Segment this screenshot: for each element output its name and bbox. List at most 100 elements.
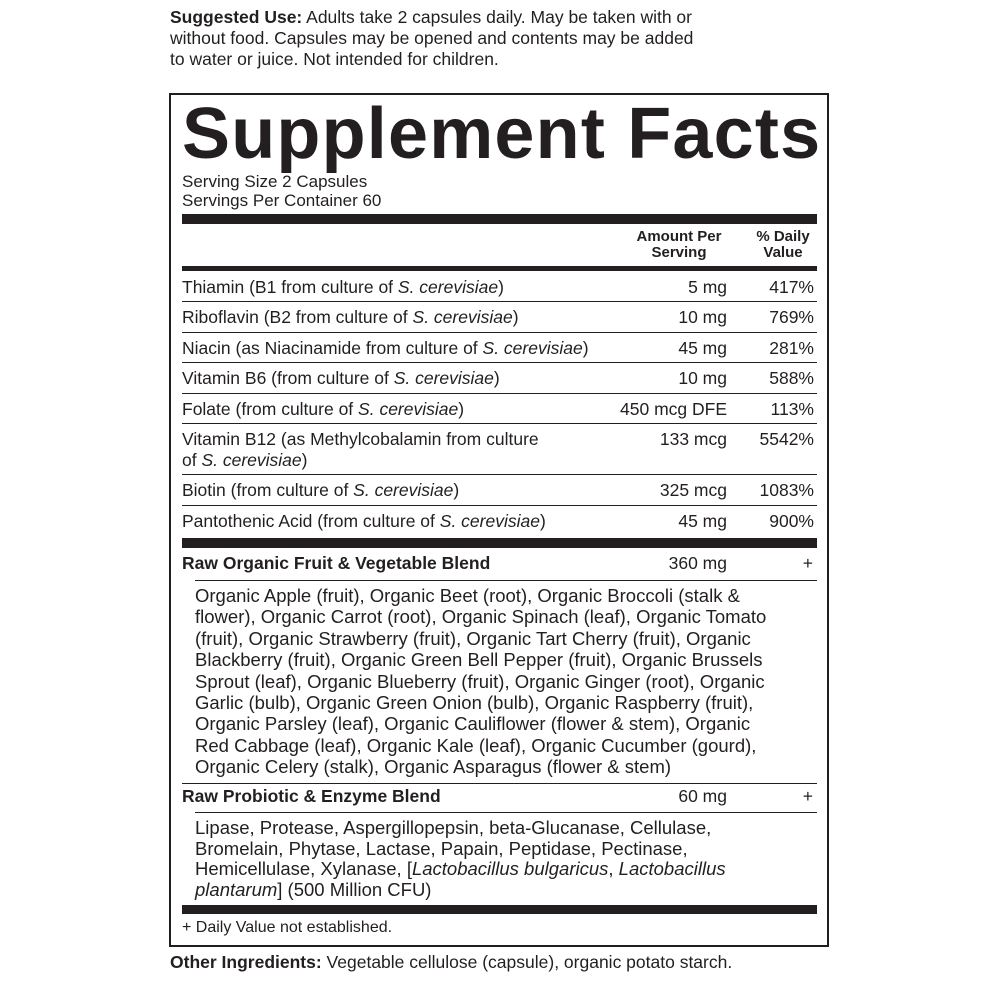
nutrient-name-text: Biotin (from culture of <box>182 480 354 500</box>
nutrient-name-text: Thiamin (B1 from culture of <box>182 277 398 297</box>
nutrient-amount: 10 mg <box>678 307 727 327</box>
ingredient-line: Bromelain, Phytase, Lactase, Papain, Pep… <box>195 837 820 860</box>
panel-title: Supplement Facts <box>182 94 822 174</box>
thick-divider <box>182 538 817 548</box>
ingredient-line: Organic Celery (stalk), Organic Asparagu… <box>195 756 672 778</box>
organism-name: S. cerevisiae <box>439 511 540 531</box>
nutrient-amount: 450 mcg DFE <box>620 399 727 419</box>
organism-name: S. cerevisiae <box>393 368 494 388</box>
probiotic-blend-ingredients: Lipase, Protease, Aspergillopepsin, beta… <box>195 817 820 901</box>
nutrient-name-text: ) <box>582 338 589 358</box>
blend-name: Raw Probiotic & Enzyme Blend <box>182 786 441 806</box>
ingredient-line: Garlic (bulb), Organic Green Onion (bulb… <box>195 692 754 714</box>
ingredient-line: flower), Organic Carrot (root), Organic … <box>195 606 767 628</box>
nutrient-name: Pantothenic Acid (from culture of S. cer… <box>182 511 546 532</box>
nutrient-name-text: ) <box>512 307 519 327</box>
nutrient-daily-value: 113% <box>770 399 814 419</box>
other-ingredients-label: Other Ingredients: <box>170 952 322 972</box>
nutrient-name-text: ) <box>301 450 308 470</box>
nutrient-row: Folate (from culture of S. cerevisiae) 45… <box>182 394 817 424</box>
blend-daily-value: + <box>802 786 813 806</box>
thick-divider <box>182 905 817 914</box>
nutrient-daily-value: 5542% <box>759 429 815 449</box>
ingredient-text: Hemicellulase, Xylanase, [ <box>195 858 412 880</box>
nutrient-name: Vitamin B6 (from culture of S. cerevisia… <box>182 368 500 389</box>
ingredient-line: plantarum] (500 Million CFU) <box>195 879 820 901</box>
nutrient-daily-value: 769% <box>769 307 814 327</box>
nutrient-name-text: Folate (from culture of <box>182 399 359 419</box>
footnote: + Daily Value not established. <box>182 919 393 936</box>
organism-name: S. cerevisiae <box>482 338 583 358</box>
nutrient-name-text: ) <box>453 480 460 500</box>
ingredient-line: Organic Parsley (leaf), Organic Cauliflo… <box>195 713 751 735</box>
amount-header: Amount Per Serving <box>624 229 734 261</box>
nutrient-amount: 45 mg <box>678 338 727 358</box>
blend-amount: 60 mg <box>678 786 727 806</box>
nutrient-row: Pantothenic Acid (from culture of S. cer… <box>182 506 817 537</box>
thin-divider <box>195 580 817 581</box>
nutrient-daily-value: 588% <box>769 368 814 388</box>
nutrient-name-text: Vitamin B12 (as Methylcobalamin from cul… <box>182 429 539 470</box>
dv-header-line: % Daily <box>756 228 810 245</box>
organism-name: S. cerevisiae <box>201 450 302 470</box>
ingredient-line: (fruit), Organic Strawberry (fruit), Org… <box>195 627 751 649</box>
nutrient-row: Biotin (from culture of S. cerevisiae) 32… <box>182 475 817 506</box>
fruit-blend-row: Raw Organic Fruit & Vegetable Blend 360 … <box>182 548 817 580</box>
suggested-use-label: Suggested Use: <box>170 7 303 27</box>
nutrient-name-text: ) <box>458 399 465 419</box>
nutrient-name: Niacin (as Niacinamide from culture of S… <box>182 338 589 359</box>
thin-divider <box>182 783 817 784</box>
blend-name: Raw Organic Fruit & Vegetable Blend <box>182 553 491 573</box>
ingredient-line: Lipase, Protease, Aspergillopepsin, beta… <box>195 817 820 839</box>
nutrient-amount: 45 mg <box>678 511 727 531</box>
nutrient-daily-value: 281% <box>769 338 814 358</box>
servings-per-container: Servings Per Container 60 <box>182 191 382 210</box>
suggested-use-text: Adults take 2 capsules daily. May be tak… <box>302 7 692 27</box>
nutrient-daily-value: 900% <box>769 511 814 531</box>
nutrient-name: Thiamin (B1 from culture of S. cerevisia… <box>182 277 504 298</box>
organism-name: S. cerevisiae <box>353 480 454 500</box>
nutrient-name-text: Vitamin B6 (from culture of <box>182 368 394 388</box>
probiotic-blend-row: Raw Probiotic & Enzyme Blend 60 mg + <box>182 783 817 812</box>
nutrient-name-text: Niacin (as Niacinamide from culture of <box>182 338 483 358</box>
ingredient-text: ] (500 Million CFU) <box>277 879 432 901</box>
nutrient-row: Niacin (as Niacinamide from culture of S… <box>182 333 817 363</box>
nutrient-name: Folate (from culture of S. cerevisiae) <box>182 399 464 420</box>
medium-divider <box>182 266 817 271</box>
probiotic-strain: Lactobacillus bulgaricus <box>411 858 609 880</box>
nutrient-name-text: ) <box>539 511 546 531</box>
nutrient-amount: 5 mg <box>688 277 727 297</box>
ingredient-text: , <box>608 858 619 880</box>
nutrient-row: Riboflavin (B2 from culture of S. cerevi… <box>182 302 817 333</box>
dv-header-line: Value <box>763 244 803 261</box>
organism-name: S. cerevisiae <box>412 307 513 327</box>
organism-name: S. cerevisiae <box>358 399 459 419</box>
blend-daily-value: + <box>802 553 813 573</box>
nutrient-name-text: Pantothenic Acid (from culture of <box>182 511 440 531</box>
amount-header-line: Serving <box>651 244 707 261</box>
suggested-use-text: without food. Capsules may be opened and… <box>170 28 694 48</box>
ingredient-line: Sprout (leaf), Organic Blueberry (fruit)… <box>195 670 765 692</box>
other-ingredients-text: Vegetable cellulose (capsule), organic p… <box>321 952 733 972</box>
nutrient-daily-value: 417% <box>769 277 814 297</box>
nutrient-name-text: Riboflavin (B2 from culture of <box>182 307 413 327</box>
blend-amount: 360 mg <box>668 553 727 573</box>
amount-header-line: Amount Per <box>636 228 722 245</box>
nutrient-amount: 10 mg <box>678 368 727 388</box>
other-ingredients: Other Ingredients: Vegetable cellulose (… <box>170 952 732 973</box>
ingredient-line: Red Cabbage (leaf), Organic Kale (leaf),… <box>195 734 757 756</box>
ingredient-text: Bromelain, Phytase, Lactase, Papain, Pep… <box>195 837 688 859</box>
nutrient-name: Vitamin B12 (as Methylcobalamin from cul… <box>182 429 552 471</box>
fruit-blend-ingredients: Organic Apple (fruit), Organic Beet (roo… <box>195 585 820 778</box>
probiotic-strain: Lactobacillus <box>618 858 726 880</box>
nutrient-amount: 325 mcg <box>659 480 727 500</box>
nutrient-row: Thiamin (B1 from culture of S. cerevisia… <box>182 272 817 302</box>
supplement-facts-panel <box>169 93 829 947</box>
nutrient-daily-value: 1083% <box>759 480 815 500</box>
serving-size: Serving Size 2 Capsules <box>182 172 368 191</box>
ingredient-line: Blackberry (fruit), Organic Green Bell P… <box>195 649 763 671</box>
nutrient-name-text: ) <box>498 277 504 297</box>
suggested-use-text: to water or juice. Not intended for chil… <box>170 49 499 69</box>
organism-name: S. cerevisiae <box>397 277 499 297</box>
ingredient-line: Hemicellulase, Xylanase, [Lactobacillus … <box>195 859 820 880</box>
